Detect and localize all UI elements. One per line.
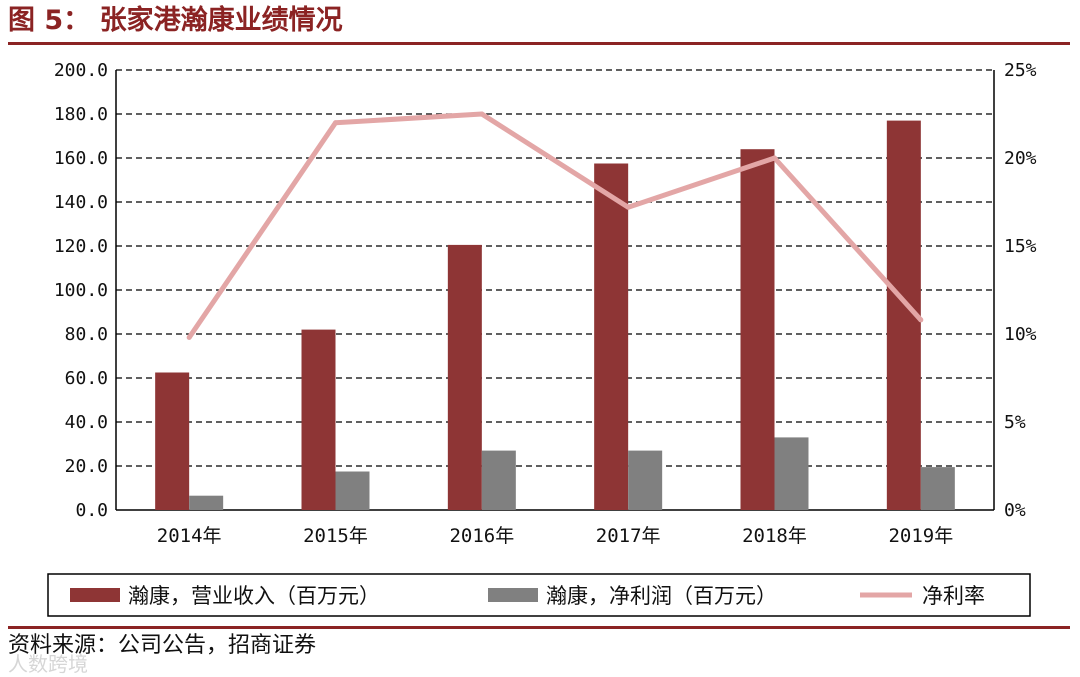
profit-bar	[628, 450, 663, 510]
watermark: 人数跨境	[8, 652, 88, 676]
margin-point	[479, 111, 485, 117]
y-left-tick-label: 20.0	[65, 456, 108, 477]
legend-swatch-profit	[488, 588, 538, 602]
revenue-bar	[301, 329, 336, 510]
margin-point	[772, 155, 777, 161]
x-tick-label: 2014年	[157, 525, 222, 547]
source-note: 资料来源：公司公告，招商证券	[8, 633, 317, 658]
y-right-tick-label: 5%	[1004, 412, 1026, 433]
y-right-tick-label: 25%	[1004, 60, 1037, 81]
profit-bar	[920, 467, 955, 510]
margin-point	[333, 120, 338, 126]
y-left-tick-label: 160.0	[54, 148, 108, 169]
x-tick-label: 2015年	[303, 525, 368, 547]
profit-bar	[774, 437, 809, 510]
y-left-tick-label: 60.0	[65, 368, 108, 389]
margin-point	[918, 317, 924, 323]
profit-bar	[189, 495, 224, 510]
legend: 瀚康，营业收入（百万元） 瀚康，净利润（百万元） 净利率	[47, 573, 1031, 617]
revenue-bar	[155, 372, 190, 510]
footer-rule	[8, 626, 1070, 629]
y-right-tick-label: 0%	[1004, 500, 1026, 521]
y-right-tick-label: 10%	[1004, 324, 1037, 345]
y-left-tick-label: 180.0	[54, 104, 108, 125]
y-left-tick-label: 40.0	[65, 412, 108, 433]
y-right-tick-label: 20%	[1004, 148, 1037, 169]
legend-label-profit: 瀚康，净利润（百万元）	[546, 584, 777, 608]
y-left-tick-label: 80.0	[65, 324, 108, 345]
x-tick-label: 2018年	[742, 525, 807, 547]
x-tick-label: 2017年	[596, 525, 661, 547]
legend-swatch-revenue	[70, 588, 120, 602]
y-right-tick-label: 15%	[1004, 236, 1037, 257]
y-left-tick-label: 200.0	[54, 60, 108, 81]
revenue-bar	[740, 149, 775, 510]
margin-line	[187, 111, 923, 339]
margin-point	[186, 335, 192, 341]
x-tick-label: 2019年	[888, 525, 953, 547]
title-rule	[8, 42, 1070, 45]
y-left-tick-label: 140.0	[54, 192, 108, 213]
x-tick-label: 2016年	[449, 525, 514, 547]
y-left-tick-label: 100.0	[54, 280, 108, 301]
profit-bar	[481, 450, 516, 510]
revenue-bar	[447, 244, 482, 510]
legend-label-revenue: 瀚康，营业收入（百万元）	[128, 584, 380, 608]
margin-point	[625, 204, 631, 210]
y-left-tick-label: 120.0	[54, 236, 108, 257]
legend-label-margin: 净利率	[922, 584, 985, 608]
figure-title: 图 5： 张家港瀚康业绩情况	[8, 5, 343, 36]
bar-line-chart: 0.0 20.0 40.0 60.0 80.0 100.0 120.0 140.0 160.0 1…	[47, 60, 1037, 617]
revenue-bar	[594, 163, 629, 510]
profit-bar	[335, 471, 370, 510]
y-left-tick-label: 0.0	[75, 500, 108, 521]
